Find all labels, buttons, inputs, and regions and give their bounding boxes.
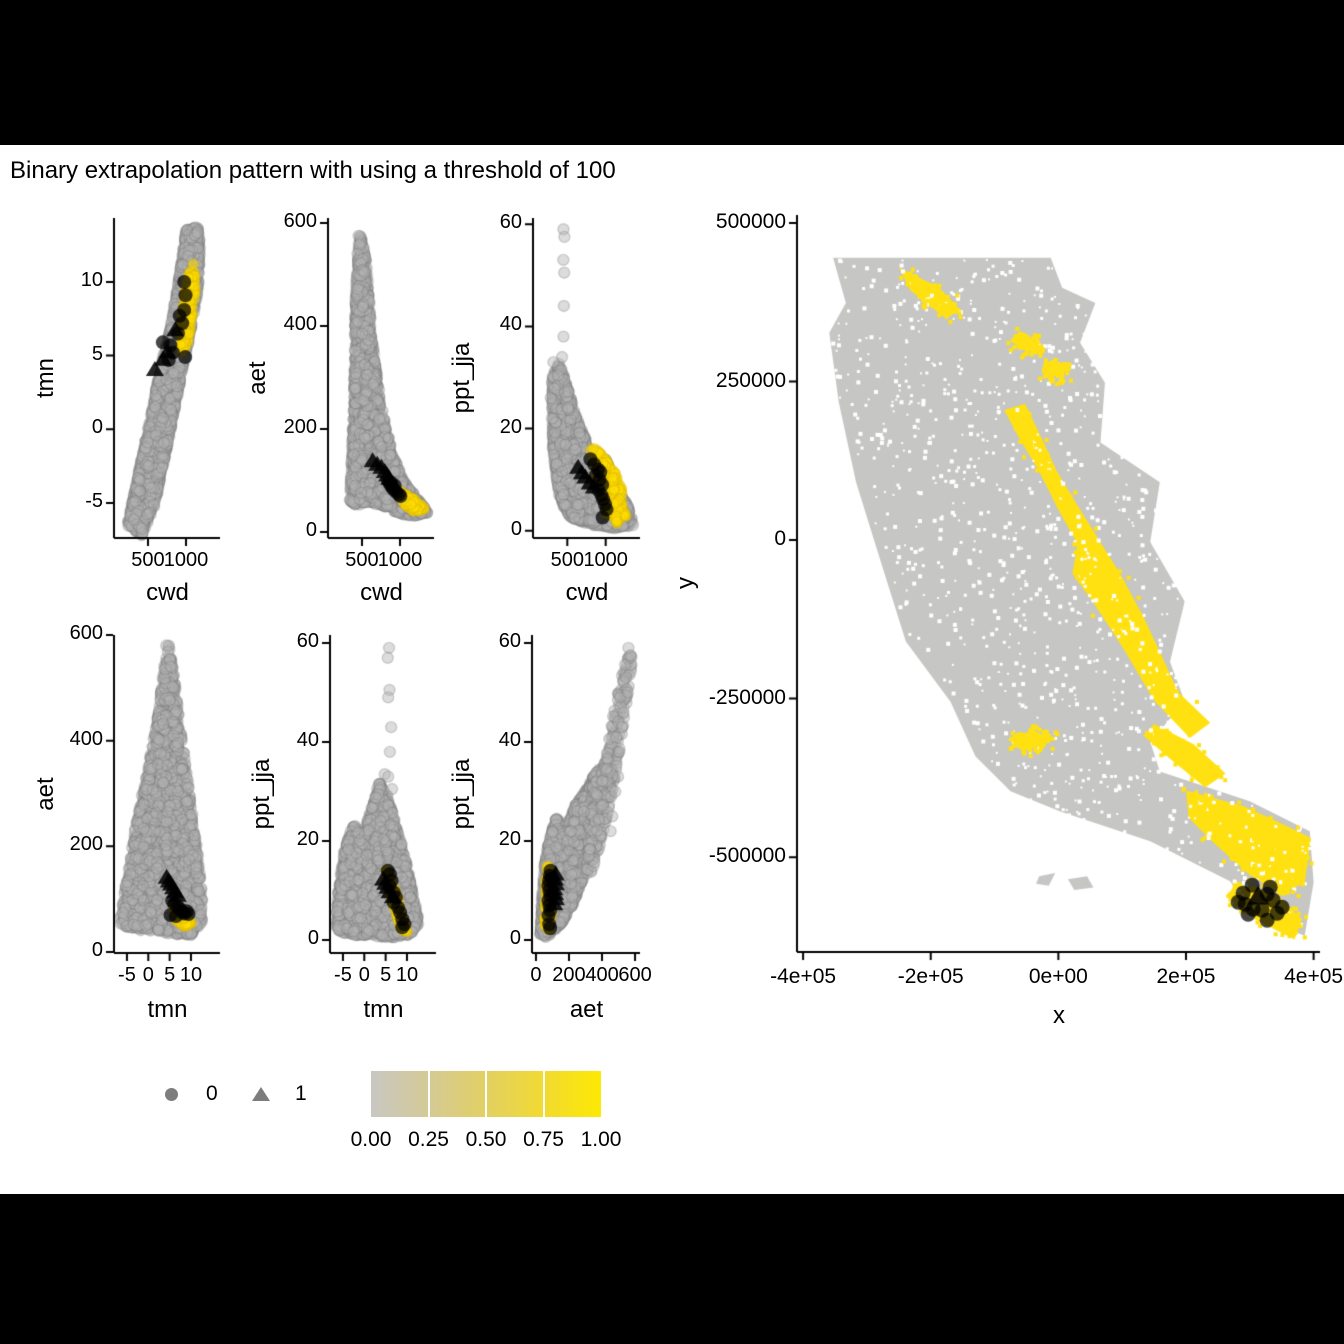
legend-triangle-symbol — [252, 1087, 270, 1101]
legend-label-0: 0 — [206, 1082, 218, 1105]
x-tick-label: 500 — [550, 549, 584, 571]
y-tick-label: -5 — [85, 489, 103, 512]
x-tick-label: 0e+00 — [1028, 965, 1088, 988]
y-tick-label: 500000 — [715, 209, 786, 233]
y-tick-label: 0 — [509, 927, 521, 950]
y-tick-label: 0 — [510, 517, 522, 540]
y-tick-label: 400 — [283, 312, 317, 335]
y-axis-label-tmn: tmn — [32, 357, 59, 398]
y-tick-label: 40 — [499, 313, 522, 336]
colorbar-tick-line — [427, 1071, 430, 1117]
plot-content: Binary extrapolation pattern with using … — [0, 145, 1344, 1194]
x-tick-label: 2e+05 — [1156, 965, 1216, 988]
y-axis-label-aet: aet — [244, 360, 271, 395]
y-axis-label-y: y — [672, 577, 699, 589]
scatter-panel-aet-vs-tmn-canvas — [101, 631, 226, 966]
x-tick-label: -5 — [118, 964, 136, 986]
y-tick-label: 200 — [283, 416, 317, 438]
y-tick-label: 0 — [307, 927, 319, 950]
x-tick-label: -2e+05 — [897, 965, 964, 988]
x-tick-label: 500 — [131, 549, 165, 571]
y-tick-label: 200 — [69, 833, 103, 856]
y-tick-label: 250000 — [715, 368, 786, 392]
scatter-panel-pptjja-vs-cwd-canvas — [520, 214, 646, 551]
x-axis-label-cwd: cwd — [360, 579, 403, 606]
scatter-panel-tmn-vs-cwd-canvas — [101, 214, 226, 551]
x-tick-label: 0 — [142, 964, 154, 986]
y-tick-label: 20 — [499, 415, 522, 438]
y-tick-label: 0 — [305, 519, 317, 541]
y-tick-label: 400 — [69, 727, 103, 750]
x-axis-label-tmn: tmn — [147, 996, 188, 1023]
y-axis-label-aet: aet — [32, 776, 59, 811]
colorbar-tick-label: 0.25 — [408, 1128, 449, 1151]
x-axis-label-cwd: cwd — [146, 579, 189, 606]
map-panel-canvas — [784, 211, 1326, 965]
scatter-panel-pptjja-vs-tmn-canvas — [317, 631, 442, 966]
x-tick-label: 10 — [395, 964, 419, 986]
y-tick-label: 40 — [296, 728, 319, 751]
x-axis-label-cwd: cwd — [565, 579, 609, 606]
x-tick-label: 200 — [552, 964, 586, 986]
scatter-panel-aet-vs-cwd-canvas — [315, 214, 440, 551]
legend-label-1: 1 — [295, 1082, 307, 1105]
x-tick-label: -4e+05 — [770, 965, 837, 988]
y-tick-label: 600 — [69, 622, 103, 644]
colorbar-tick-label: 0.00 — [350, 1128, 392, 1151]
y-tick-label: 0 — [91, 939, 103, 961]
x-tick-label: 10 — [179, 964, 203, 986]
y-axis-label-ppt_jja: ppt_jja — [248, 758, 275, 829]
x-axis-label-tmn: tmn — [363, 996, 404, 1023]
y-tick-label: 20 — [498, 828, 521, 851]
y-tick-label: 40 — [498, 728, 521, 751]
y-axis-label-ppt_jja: ppt_jja — [448, 342, 475, 413]
y-tick-label: 0 — [774, 527, 786, 551]
y-tick-label: 600 — [283, 209, 317, 232]
colorbar-tick-label: 0.50 — [465, 1128, 507, 1151]
letterbox-bottom — [0, 1194, 1344, 1344]
x-tick-label: 0 — [358, 964, 370, 986]
x-axis-label-x: x — [1053, 1002, 1065, 1029]
colorbar-tick-label: 1.00 — [580, 1128, 622, 1151]
probability-colorbar — [371, 1071, 601, 1117]
y-tick-label: 0 — [91, 416, 103, 439]
x-tick-label: 400 — [585, 964, 619, 986]
y-tick-label: 5 — [91, 342, 103, 365]
x-tick-label: 0 — [530, 964, 542, 986]
y-tick-label: -500000 — [708, 844, 786, 868]
colorbar-tick-label: 0.75 — [523, 1128, 564, 1151]
y-tick-label: 60 — [296, 629, 319, 652]
legend-circle-symbol — [165, 1088, 178, 1101]
letterbox-top — [0, 0, 1344, 145]
x-tick-label: 1000 — [583, 549, 628, 571]
x-tick-label: 1000 — [377, 549, 423, 571]
figure-title: Binary extrapolation pattern with using … — [10, 157, 616, 184]
x-axis-label-aet: aet — [569, 996, 604, 1023]
x-tick-label: 5 — [164, 964, 176, 986]
x-tick-label: -5 — [334, 964, 352, 986]
x-tick-label: 600 — [618, 964, 652, 986]
colorbar-tick-line — [542, 1071, 545, 1117]
y-tick-label: 60 — [498, 629, 521, 652]
y-tick-label: 10 — [80, 268, 103, 291]
x-tick-label: 4e+05 — [1284, 965, 1344, 988]
x-tick-label: 500 — [345, 549, 379, 571]
y-axis-label-ppt_jja: ppt_jja — [448, 758, 475, 829]
scatter-panel-pptjja-vs-aet-canvas — [519, 631, 646, 966]
x-tick-label: 5 — [380, 964, 392, 986]
colorbar-tick-line — [485, 1071, 487, 1117]
x-tick-label: 1000 — [163, 549, 209, 571]
y-tick-label: 60 — [499, 211, 522, 234]
y-tick-label: -250000 — [708, 685, 786, 709]
y-tick-label: 20 — [296, 828, 319, 851]
